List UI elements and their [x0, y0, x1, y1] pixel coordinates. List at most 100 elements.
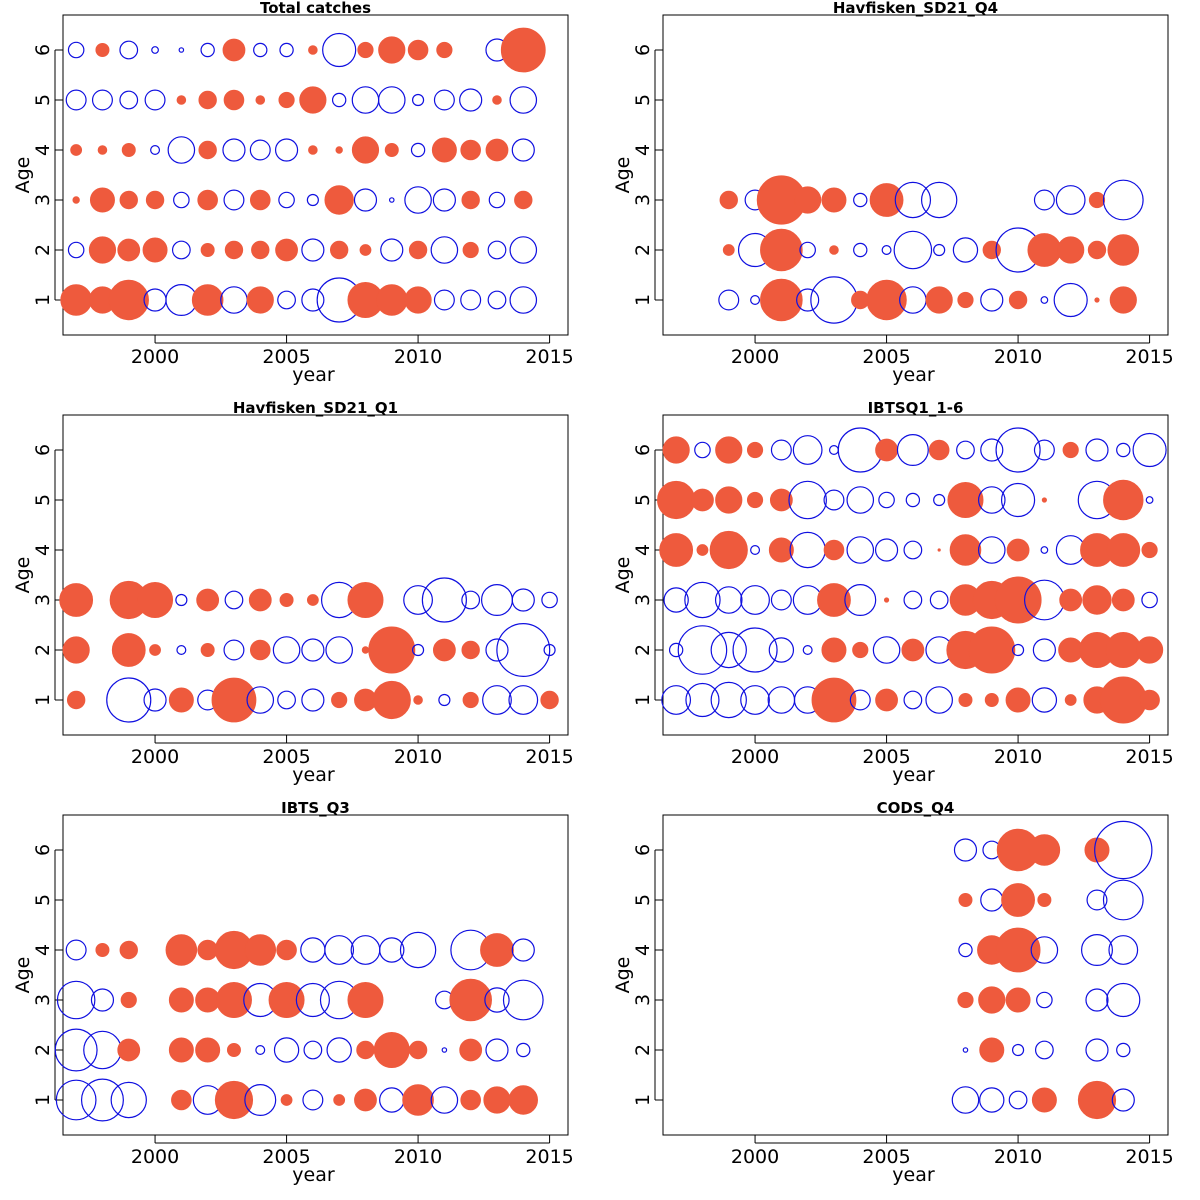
negative-residual-bubble [353, 188, 378, 212]
negative-residual-bubble [150, 145, 161, 156]
negative-residual-bubble [1032, 638, 1056, 662]
negative-residual-bubble [350, 935, 381, 965]
y-tick-label: 3 [32, 994, 54, 1006]
negative-residual-bubble [54, 1028, 98, 1072]
y-tick-label: 1 [632, 694, 654, 706]
y-tick-label: 5 [32, 894, 54, 906]
positive-residual-bubble [508, 1085, 538, 1115]
negative-residual-bubble [55, 1079, 97, 1121]
negative-residual-bubble [509, 86, 538, 114]
y-tick-label: 4 [32, 144, 54, 156]
negative-residual-bubble [379, 937, 405, 963]
positive-residual-bubble [111, 633, 146, 667]
bubbles [54, 929, 544, 1122]
positive-residual-bubble [308, 45, 318, 55]
positive-residual-bubble [722, 244, 735, 256]
negative-residual-bubble [496, 622, 551, 677]
negative-residual-bubble [1086, 889, 1108, 911]
negative-residual-bubble [853, 242, 868, 258]
bubbles [657, 427, 1167, 724]
negative-residual-bubble [799, 241, 816, 259]
panel-title: CODS_Q4 [877, 799, 955, 817]
negative-residual-bubble [90, 988, 115, 1012]
y-axis-label: Age [612, 557, 634, 594]
negative-residual-bubble [223, 189, 245, 211]
x-tick-label: 2010 [994, 1146, 1042, 1168]
x-tick-label: 2010 [394, 746, 442, 768]
negative-residual-bubble [663, 587, 689, 613]
positive-residual-bubble [1005, 987, 1031, 1013]
positive-residual-bubble [715, 486, 743, 514]
positive-residual-bubble [357, 41, 374, 59]
negative-residual-bubble [849, 689, 871, 711]
negative-residual-bubble [246, 686, 275, 714]
positive-residual-bubble [196, 588, 220, 612]
positive-residual-bubble [384, 142, 399, 157]
positive-residual-bubble [329, 240, 349, 260]
negative-residual-bubble [714, 586, 743, 614]
positive-residual-bubble [215, 982, 252, 1019]
negative-residual-bubble [295, 982, 330, 1018]
negative-residual-bubble [903, 540, 923, 560]
negative-residual-bubble [430, 1086, 459, 1114]
positive-residual-bubble [142, 237, 168, 263]
negative-residual-bubble [301, 238, 325, 262]
positive-residual-bubble [719, 190, 738, 210]
x-tick-label: 2005 [262, 746, 310, 768]
negative-residual-bubble [1108, 935, 1139, 965]
positive-residual-bubble [794, 186, 822, 214]
x-tick-label: 2015 [525, 1146, 573, 1168]
negative-residual-bubble [1102, 179, 1144, 221]
negative-residual-bubble [249, 139, 271, 161]
x-tick-label: 2015 [525, 746, 573, 768]
panel-1: Total catches 2000 2005 2010 2015 year 1 2 3 4 5 6 A… [12, 0, 574, 386]
y-tick-label: 4 [32, 544, 54, 556]
positive-residual-bubble [1008, 290, 1028, 310]
positive-residual-bubble [540, 690, 559, 710]
positive-residual-bubble [1041, 497, 1047, 503]
positive-residual-bubble [120, 991, 137, 1009]
y-tick-label: 3 [32, 194, 54, 206]
negative-residual-bubble [502, 979, 544, 1021]
negative-residual-bubble [1011, 643, 1025, 657]
positive-residual-bubble [306, 594, 319, 606]
negative-residual-bubble [300, 937, 326, 963]
negative-residual-bubble [770, 589, 792, 611]
positive-residual-bubble [359, 244, 372, 256]
positive-residual-bubble [335, 146, 343, 154]
positive-residual-bubble [958, 893, 973, 908]
negative-residual-bubble [732, 627, 778, 673]
positive-residual-bubble [1006, 538, 1030, 562]
negative-residual-bubble [977, 536, 1006, 564]
bubbles [718, 175, 1144, 324]
negative-residual-bubble [421, 577, 467, 623]
positive-residual-bubble [715, 436, 743, 464]
positive-residual-bubble [137, 582, 174, 619]
positive-residual-bubble [760, 228, 803, 272]
negative-residual-bubble [83, 1030, 122, 1070]
positive-residual-bubble [460, 1089, 481, 1111]
positive-residual-bubble [372, 680, 411, 720]
negative-residual-bubble [106, 677, 152, 723]
negative-residual-bubble [710, 681, 747, 719]
negative-residual-bubble [694, 441, 711, 459]
x-axis-label: year [892, 364, 935, 386]
positive-residual-bubble [875, 438, 898, 462]
positive-residual-bubble [485, 138, 509, 162]
positive-residual-bubble [413, 695, 423, 705]
negative-residual-bubble [905, 492, 921, 508]
negative-residual-bubble [403, 585, 433, 615]
x-axis-label: year [292, 1164, 335, 1186]
positive-residual-bubble [460, 139, 481, 161]
negative-residual-bubble [853, 192, 868, 208]
negative-residual-bubble [951, 1086, 980, 1114]
y-tick-label: 1 [32, 294, 54, 306]
positive-residual-bubble [875, 688, 898, 712]
positive-residual-bubble [978, 986, 1006, 1014]
panel-title: Total catches [260, 0, 371, 17]
x-tick-label: 2005 [262, 346, 310, 368]
positive-residual-bubble [197, 189, 218, 211]
positive-residual-bubble [402, 1084, 434, 1116]
negative-residual-bubble [1085, 1038, 1109, 1062]
negative-residual-bubble [306, 193, 319, 207]
